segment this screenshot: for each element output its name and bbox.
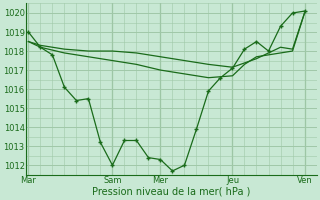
X-axis label: Pression niveau de la mer( hPa ): Pression niveau de la mer( hPa ) (92, 187, 251, 197)
